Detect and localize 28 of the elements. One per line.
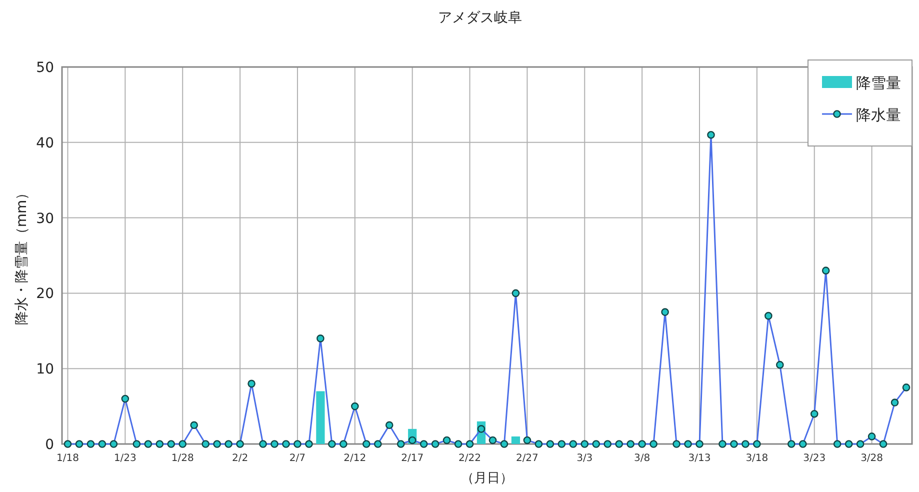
x-tick-label: 3/13 bbox=[688, 453, 711, 464]
x-tick-label: 2/22 bbox=[458, 453, 482, 464]
y-tick-label: 50 bbox=[36, 60, 54, 76]
legend-label: 降水量 bbox=[856, 106, 901, 124]
x-tick-label: 2/27 bbox=[516, 453, 538, 464]
x-tick-label: 2/2 bbox=[232, 453, 248, 464]
x-axis-title: （月日） bbox=[461, 471, 513, 486]
chart-title: アメダス岐阜 bbox=[438, 10, 522, 26]
bar bbox=[511, 436, 520, 444]
x-tick-label: 1/28 bbox=[171, 453, 194, 464]
x-tick-label: 3/8 bbox=[634, 453, 650, 464]
y-tick-label: 40 bbox=[36, 135, 54, 152]
legend-label: 降雪量 bbox=[856, 74, 901, 92]
x-tick-label: 3/18 bbox=[746, 453, 768, 464]
x-tick-label: 1/23 bbox=[114, 453, 136, 464]
x-tick-label: 2/17 bbox=[401, 453, 424, 464]
x-tick-label: 3/3 bbox=[576, 453, 593, 464]
x-tick-label: 3/23 bbox=[803, 453, 826, 464]
x-tick-label: 2/7 bbox=[289, 453, 306, 464]
x-tick-label: 2/12 bbox=[344, 453, 366, 464]
y-axis-title: 降水・降雪量（mm） bbox=[14, 186, 30, 326]
y-tick-label: 30 bbox=[36, 210, 54, 227]
y-tick-label: 0 bbox=[45, 437, 54, 453]
y-tick-label: 10 bbox=[36, 362, 54, 378]
x-tick-label: 3/28 bbox=[860, 453, 884, 464]
y-tick-label: 20 bbox=[36, 286, 54, 302]
x-tick-label: 1/18 bbox=[56, 453, 79, 464]
bar bbox=[316, 391, 325, 444]
